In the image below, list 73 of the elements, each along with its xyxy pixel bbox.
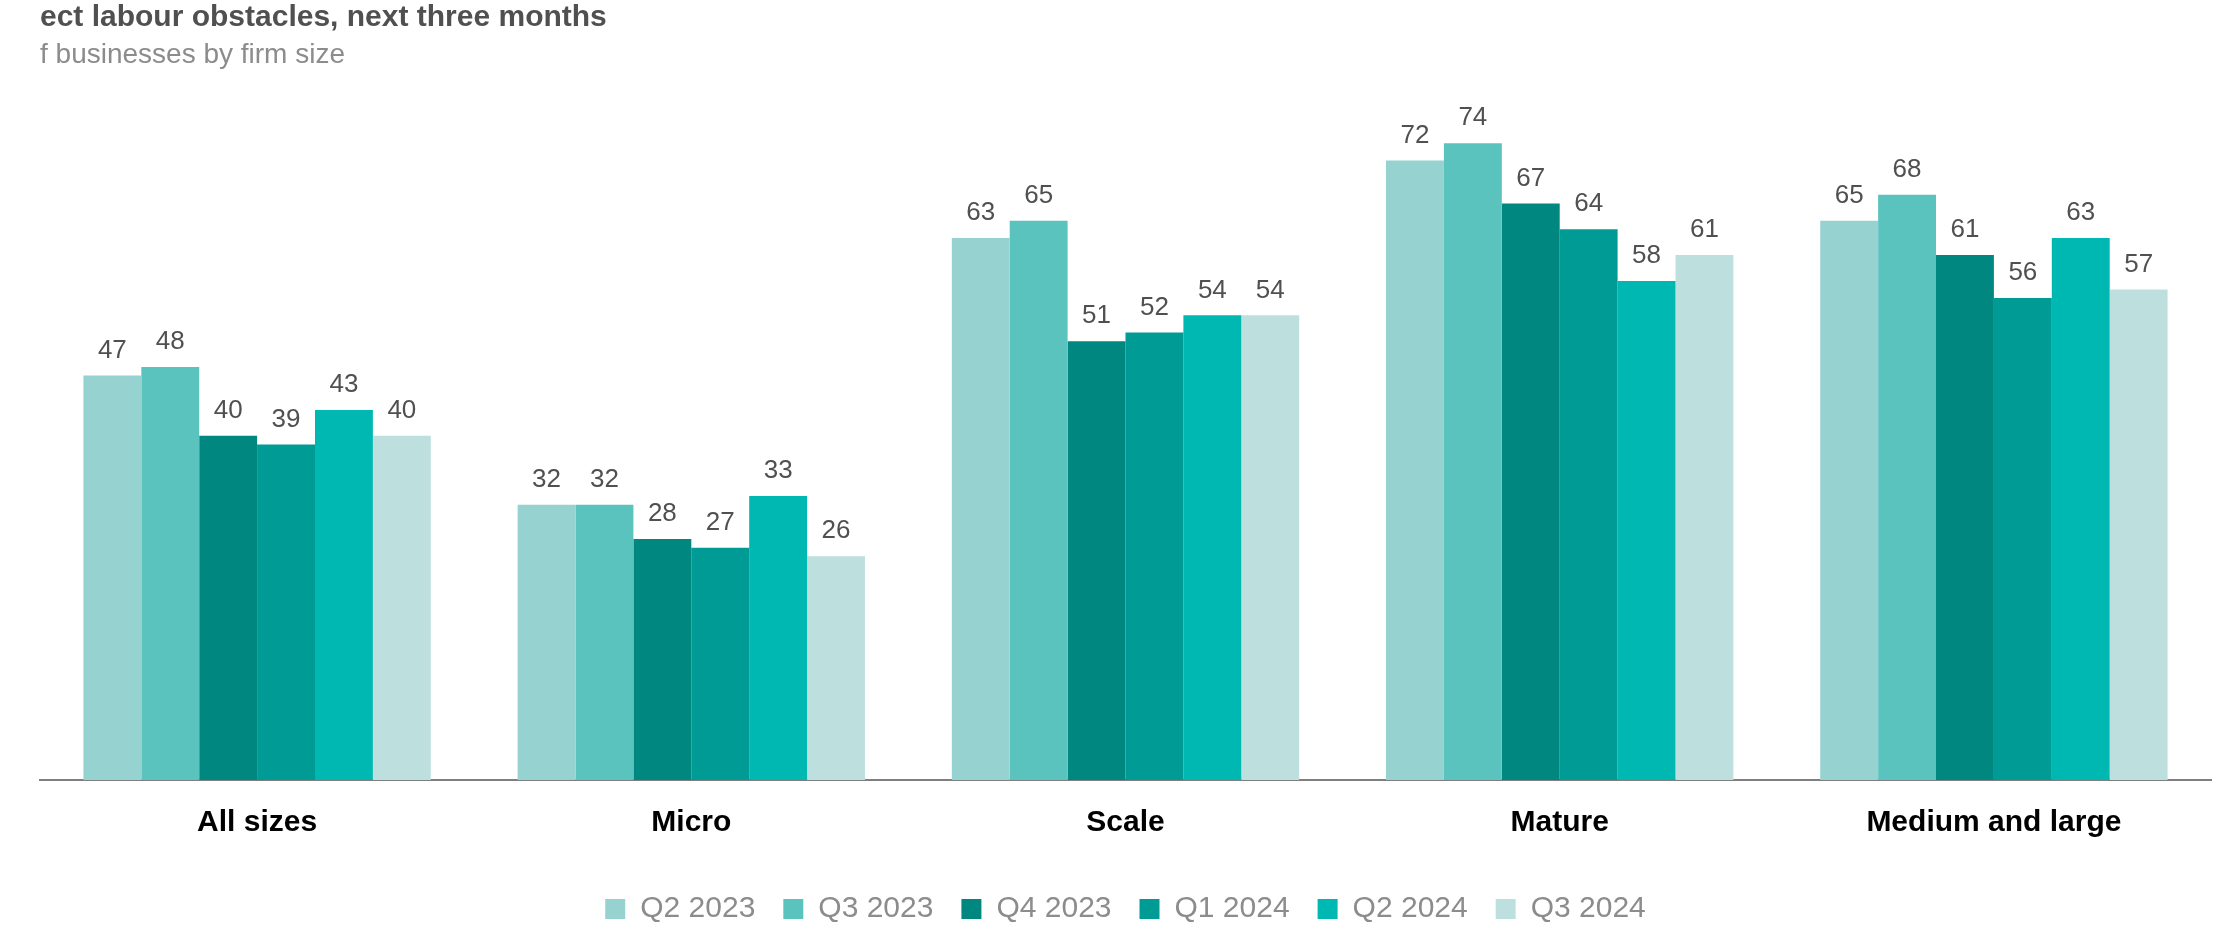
legend-label: Q2 2024 [1352,890,1468,924]
data-label: 28 [647,497,677,528]
data-label: 27 [705,505,735,536]
x-tick-label: Micro [651,804,732,838]
bar [807,556,865,780]
bar [1501,203,1560,780]
data-label: 40 [387,393,417,424]
data-label: 63 [966,196,996,227]
data-label: 40 [213,393,243,424]
bar [1675,255,1734,780]
data-label: 56 [2008,256,2038,287]
data-label: 61 [1689,213,1719,244]
data-label: 65 [1024,178,1054,209]
bar [1241,315,1300,780]
data-label: 65 [1834,178,1864,209]
bar [372,435,431,780]
bar [517,504,576,780]
bar [1386,160,1444,780]
data-label: 57 [2124,247,2154,278]
bar [951,237,1010,780]
bar [2051,237,2110,780]
data-label: 74 [1458,101,1488,132]
bar [633,539,692,780]
bar [1009,220,1068,780]
bar [141,366,200,780]
bar [83,375,142,780]
data-label: 48 [155,325,185,356]
legend-label: Q2 2023 [640,890,756,924]
bar [1443,143,1502,780]
data-label: 64 [1574,187,1604,218]
bar [314,409,373,780]
data-label: 47 [97,333,127,364]
legend-label: Q4 2023 [996,890,1112,924]
data-label: 33 [763,454,793,485]
bar [1878,194,1937,780]
x-tick-label: Medium and large [1866,804,2122,838]
legend-label: Q3 2024 [1530,890,1646,924]
chart-title: ect labour obstacles, next three months [40,0,607,33]
bar [1125,332,1184,780]
bar [257,444,315,780]
bar [1183,315,1242,780]
data-label: 67 [1516,161,1546,192]
x-tick-label: Mature [1510,804,1609,838]
data-label: 32 [590,462,619,493]
data-label: 43 [329,368,359,399]
data-label: 51 [1082,299,1112,330]
data-label: 39 [271,402,301,433]
data-label: 68 [1892,153,1922,184]
data-label: 63 [2066,196,2096,227]
data-label: 54 [1255,273,1285,304]
data-label: 54 [1197,273,1227,304]
bar [1820,220,1879,780]
data-label: 58 [1632,239,1661,270]
bar [199,435,258,780]
bar [575,504,634,780]
legend-label: Q1 2024 [1174,890,1290,924]
bar [749,496,808,780]
x-tick-label: Scale [1086,804,1165,838]
bar [1617,280,1676,780]
bar [1993,298,2052,780]
bar [2109,289,2168,780]
legend-label: Q3 2023 [818,890,934,924]
data-label: 72 [1400,118,1430,149]
data-label: 61 [1950,213,1980,244]
data-label: 32 [532,462,562,493]
bar [1067,341,1126,780]
data-label: 52 [1139,290,1169,321]
x-tick-label: All sizes [197,804,318,838]
chart-subtitle: f businesses by firm size [40,37,345,69]
data-label: 26 [821,514,851,545]
bar [691,547,750,780]
bar [1936,255,1994,780]
bar [1559,229,1618,780]
